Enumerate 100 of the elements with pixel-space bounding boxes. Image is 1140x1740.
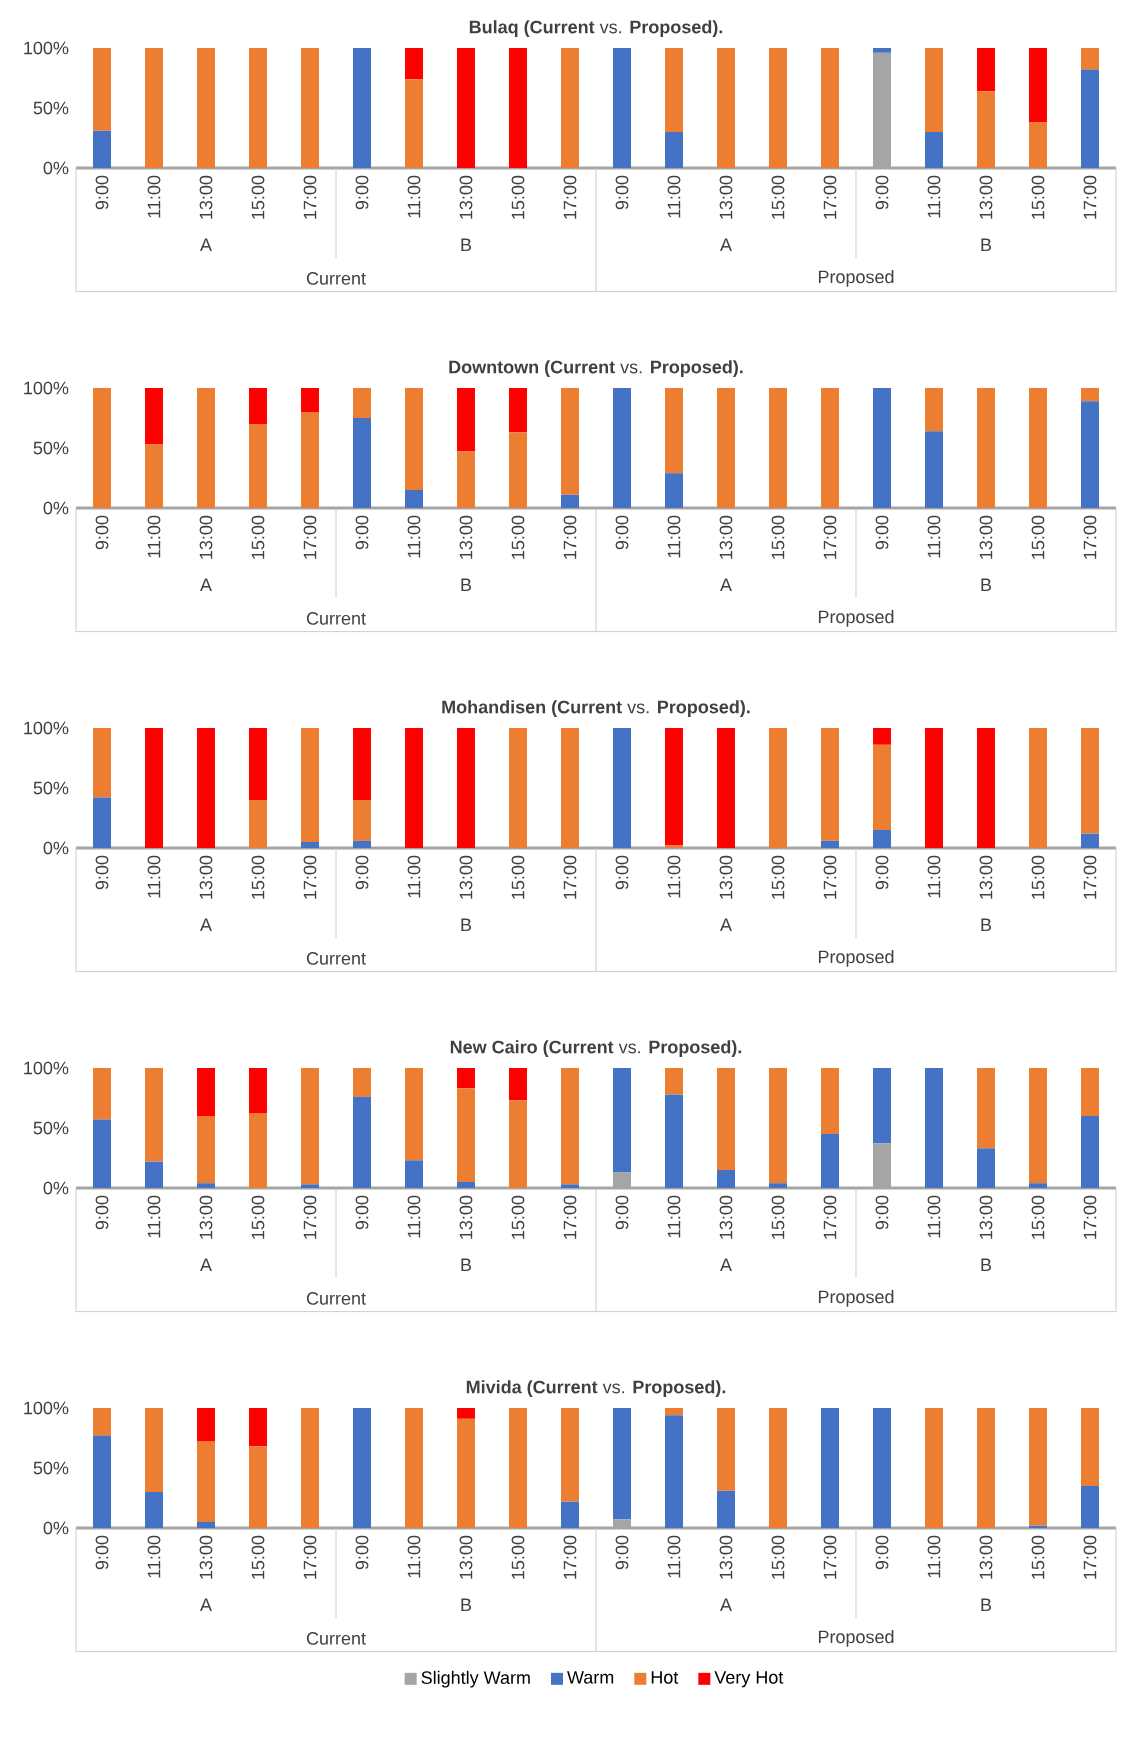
bar [769, 388, 787, 509]
bar [93, 1068, 111, 1120]
x-tick-label: 11:00 [667, 1535, 681, 1578]
x-tick-label: 17:00 [1083, 1535, 1097, 1579]
bar [717, 388, 735, 509]
text: B [981, 1258, 992, 1271]
x-tick-label: 9:00 [615, 855, 629, 890]
chart-title: Bulaq (Current vs. Proposed). [469, 20, 723, 37]
x-tick-label: 11:00 [407, 855, 421, 898]
bar [301, 48, 319, 169]
bar [301, 728, 319, 843]
bar [977, 1148, 995, 1189]
text: Proposed [818, 1630, 894, 1647]
text: Proposed [818, 270, 894, 287]
bar [872, 388, 891, 509]
x-tick-label: 13:00 [459, 1535, 473, 1579]
bar [353, 1408, 371, 1529]
text: A [200, 578, 212, 591]
bar [249, 424, 267, 509]
x-tick-label: 17:00 [303, 1535, 317, 1579]
x-tick-label: 13:00 [199, 175, 213, 219]
x-tick-label: 17:00 [823, 855, 837, 899]
bar [457, 1068, 475, 1089]
bar [1080, 1486, 1099, 1529]
bar [977, 48, 995, 92]
bar [249, 800, 267, 849]
x-tick-label: 9:00 [95, 1195, 109, 1230]
bar [925, 728, 943, 849]
bar [665, 1408, 683, 1416]
bar [353, 418, 371, 509]
x-tick-label: 11:00 [407, 1535, 421, 1578]
bar [509, 1068, 527, 1101]
x-tick-label: 9:00 [355, 1195, 369, 1230]
chart-title: Downtown (Current vs. Proposed). [449, 360, 743, 377]
bar [977, 1068, 995, 1149]
x-tick-label: 15:00 [1031, 515, 1045, 559]
bar [665, 1415, 683, 1529]
bar [405, 79, 423, 169]
x-tick-label: 9:00 [95, 855, 109, 890]
chart-title: New Cairo (Current vs. Proposed). [450, 1040, 742, 1057]
bar [509, 1408, 527, 1529]
text: Proposed [818, 1290, 894, 1307]
x-tick-label: 13:00 [459, 1195, 473, 1239]
x-tick-label: 17:00 [1083, 175, 1097, 219]
bar [1080, 1116, 1099, 1189]
bar [977, 728, 995, 849]
x-tick-label: 9:00 [875, 1195, 889, 1230]
bar [197, 48, 215, 169]
bar [93, 1435, 111, 1529]
bar [977, 91, 995, 169]
x-tick-label: 11:00 [927, 1535, 941, 1578]
bar [197, 1441, 215, 1523]
bar [872, 830, 891, 849]
x-tick-label: 11:00 [667, 1195, 681, 1238]
bar [717, 1490, 735, 1529]
bar [145, 1408, 163, 1493]
legend-label: Very Hot [714, 1671, 784, 1688]
x-tick-label: 11:00 [407, 515, 421, 558]
bar [353, 800, 371, 841]
y-tick-label: 100% [24, 41, 69, 55]
bar [145, 1068, 163, 1162]
bar [769, 1183, 787, 1189]
x-tick-label: 13:00 [719, 1195, 733, 1239]
bar [665, 1068, 683, 1095]
bar [872, 744, 891, 831]
chart-title: Mivida (Current vs. Proposed). [466, 1380, 726, 1397]
legend-label: Slightly Warm [421, 1670, 530, 1688]
x-tick-label: 15:00 [771, 1535, 785, 1579]
bar [145, 444, 163, 509]
text: B [461, 578, 472, 591]
x-tick-label: 9:00 [95, 1535, 109, 1570]
x-tick-label: 11:00 [667, 515, 681, 558]
x-tick-label: 13:00 [199, 855, 213, 899]
text: A [200, 918, 212, 931]
bar [665, 388, 683, 474]
bar [353, 1096, 371, 1189]
bar [872, 48, 891, 53]
x-tick-label: 13:00 [199, 1195, 213, 1239]
bar [560, 388, 579, 495]
bar [1029, 1183, 1047, 1189]
bar [872, 1068, 891, 1144]
x-tick-label: 17:00 [563, 175, 577, 219]
y-tick-label: 0% [43, 501, 69, 515]
bar [717, 1068, 735, 1171]
x-tick-label: 17:00 [563, 855, 577, 899]
x-tick-label: 17:00 [563, 1535, 577, 1579]
x-tick-label: 15:00 [251, 515, 265, 559]
bar [145, 1492, 163, 1529]
x-tick-label: 13:00 [979, 515, 993, 559]
x-tick-label: 11:00 [927, 1195, 941, 1238]
text: B [981, 578, 992, 591]
bar [820, 388, 839, 509]
bar [769, 1068, 787, 1184]
text: Current [306, 1292, 366, 1305]
x-tick-label: 11:00 [147, 515, 161, 558]
bar [93, 1408, 111, 1436]
x-tick-label: 15:00 [1031, 175, 1045, 219]
x-tick-label: 15:00 [511, 855, 525, 899]
text: B [981, 918, 992, 931]
x-tick-label: 13:00 [719, 175, 733, 219]
